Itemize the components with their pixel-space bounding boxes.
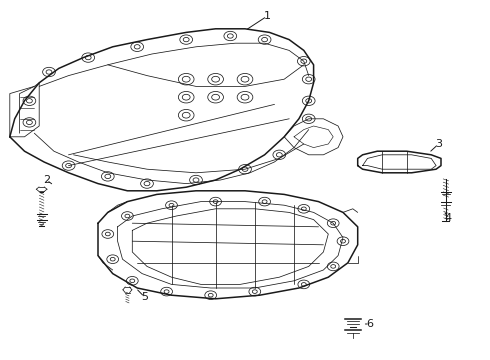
Text: 3: 3 [435, 139, 442, 149]
Text: 1: 1 [264, 11, 270, 21]
Text: 5: 5 [141, 292, 148, 302]
Text: 2: 2 [43, 175, 50, 185]
Text: 6: 6 [367, 319, 373, 329]
Text: 4: 4 [445, 213, 452, 223]
